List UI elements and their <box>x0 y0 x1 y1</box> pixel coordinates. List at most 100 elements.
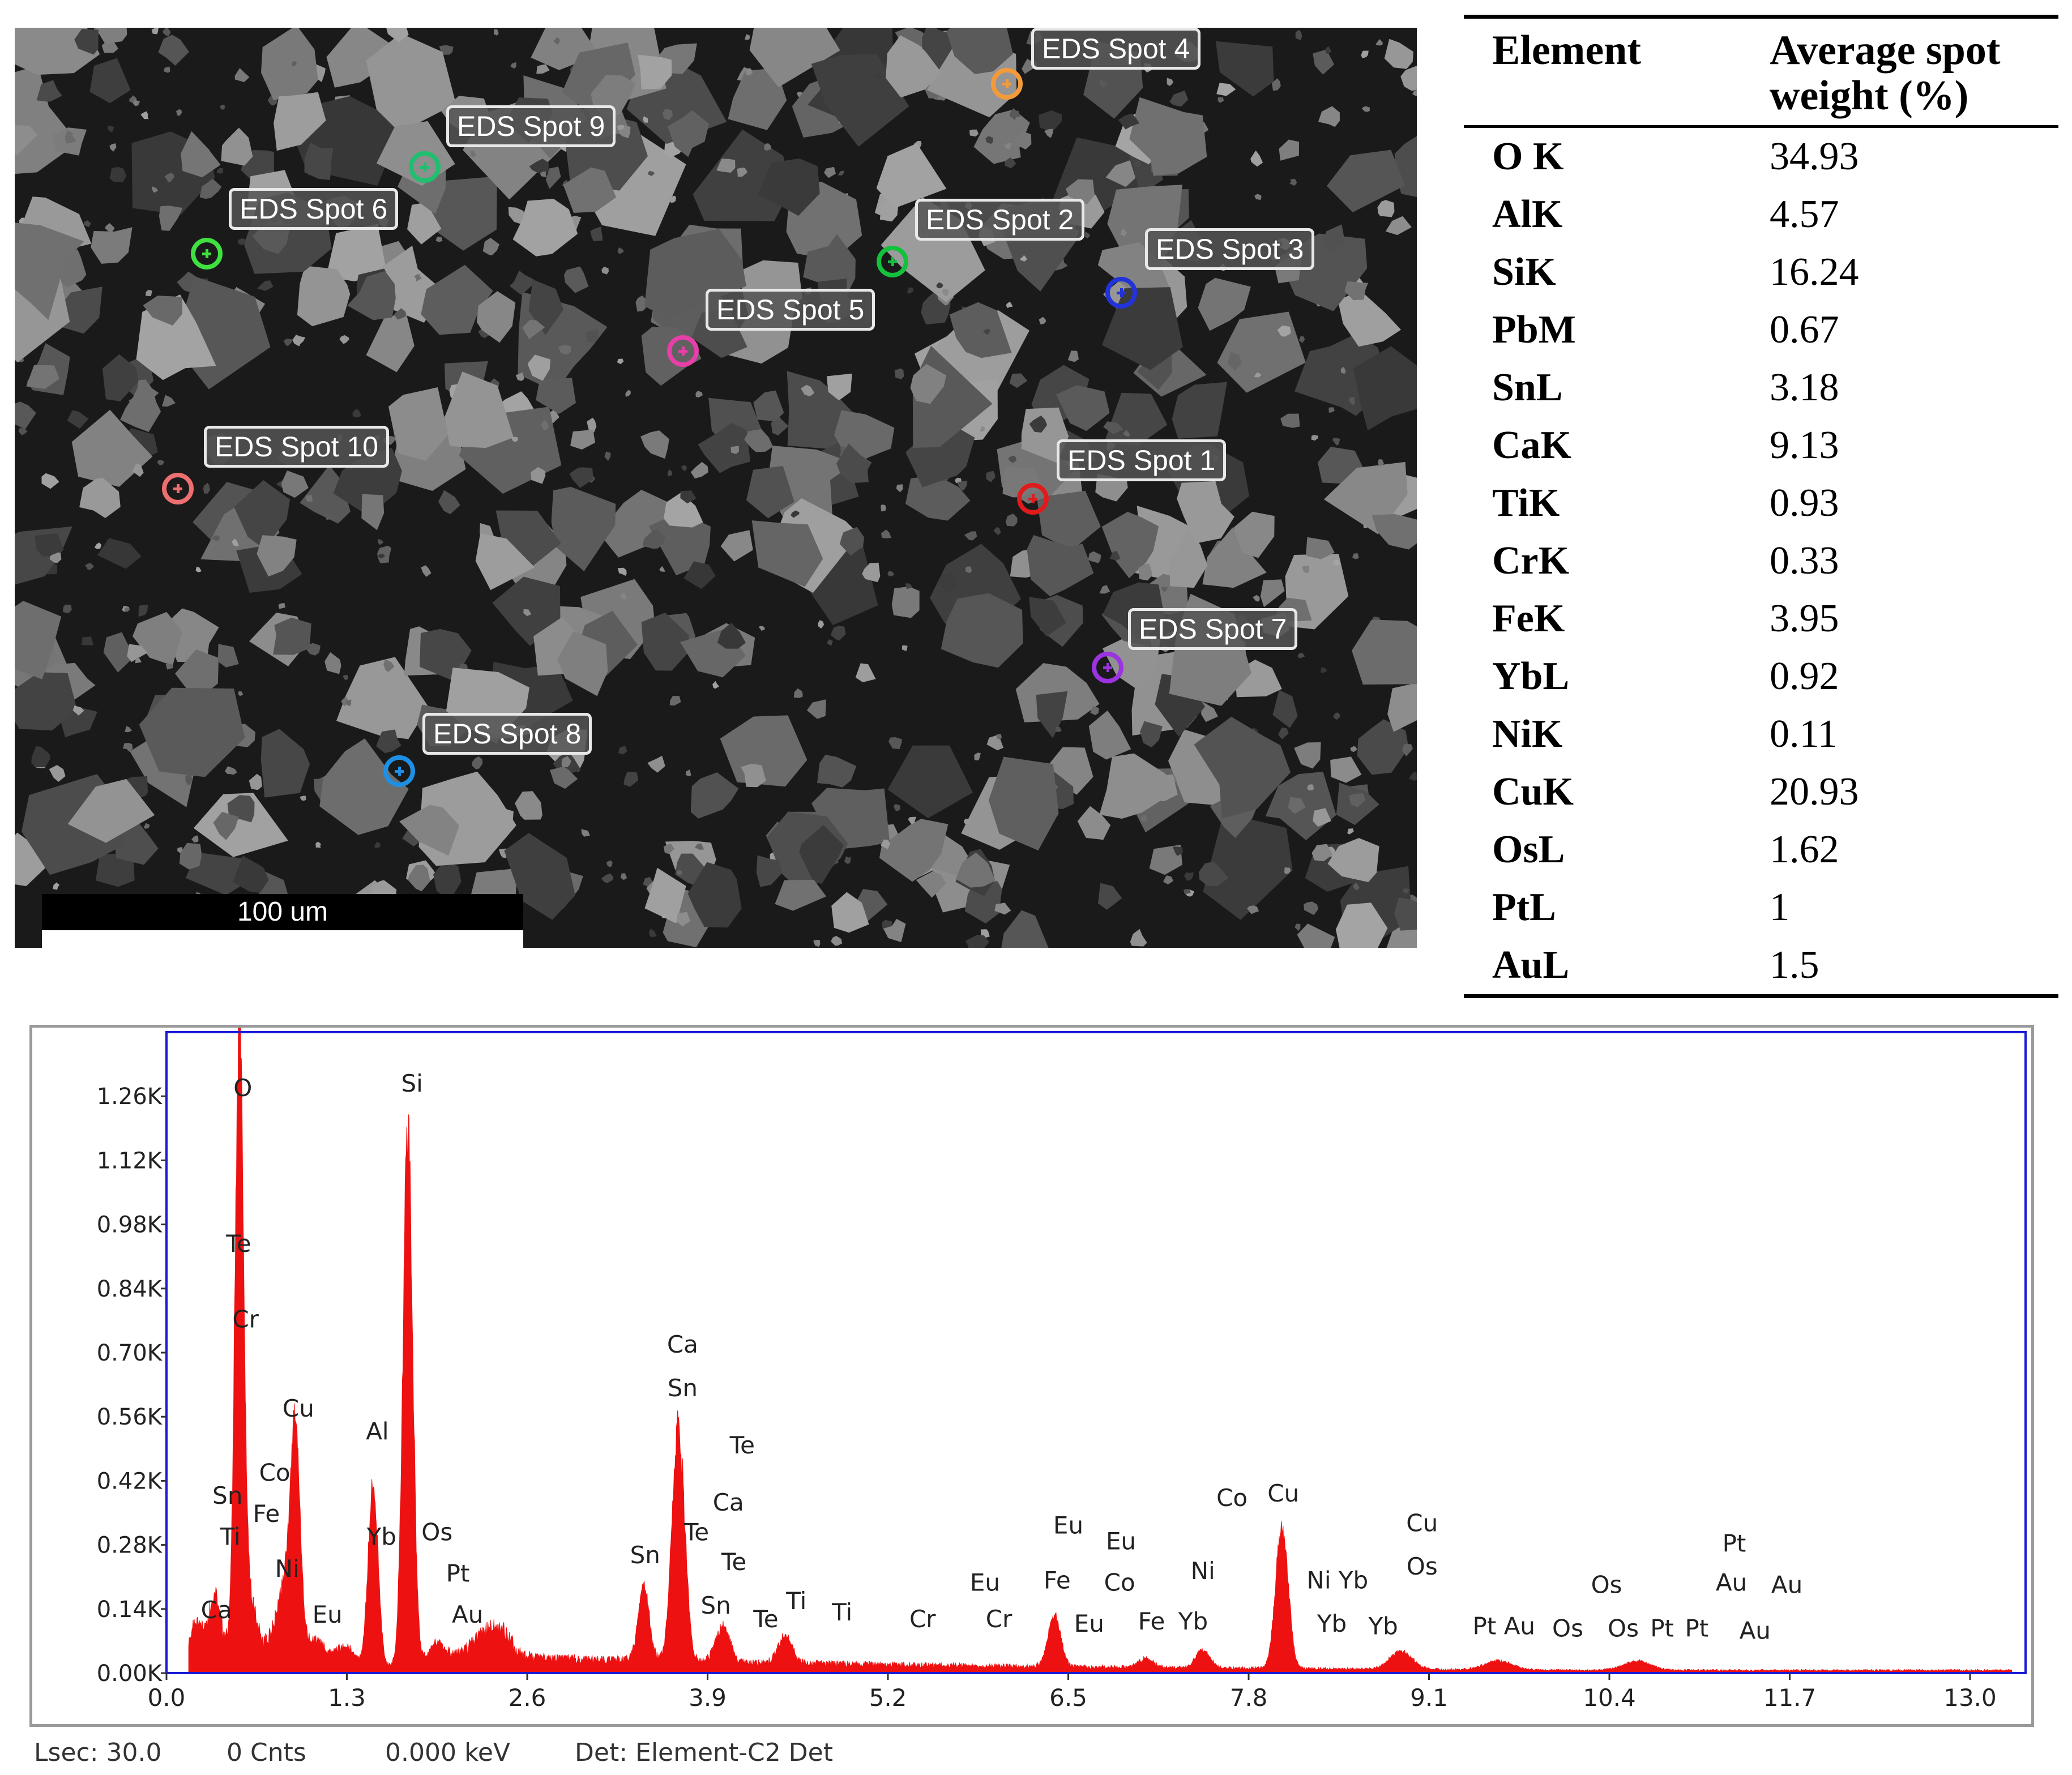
particle <box>1130 929 1147 947</box>
particle <box>663 843 674 854</box>
particle <box>801 384 815 396</box>
particle <box>366 313 415 373</box>
particle <box>203 482 211 494</box>
particle <box>1077 806 1111 840</box>
peak-label: Te <box>721 1548 746 1576</box>
particle <box>36 80 62 102</box>
particle <box>386 28 409 42</box>
spot-label-6: EDS Spot 6 <box>229 188 399 230</box>
peak-label: Te <box>225 1230 251 1258</box>
particle <box>1409 771 1417 781</box>
particle <box>874 75 882 80</box>
peak-label: Fe <box>1138 1607 1165 1635</box>
particle <box>157 460 164 465</box>
particle <box>676 912 690 927</box>
table-row: PbM 0.67 <box>1464 301 2058 359</box>
particle <box>1029 597 1066 637</box>
particle <box>741 763 766 788</box>
particle <box>233 856 269 893</box>
particle <box>891 586 920 618</box>
y-tick-label: 1.26K <box>97 1084 163 1110</box>
particle <box>690 461 708 479</box>
particle <box>1284 867 1291 874</box>
table-row: CrK 0.33 <box>1464 532 2058 590</box>
peak-label: Cu <box>1406 1509 1438 1537</box>
particle <box>1412 89 1417 97</box>
particle <box>1254 372 1262 378</box>
particle <box>601 873 614 883</box>
particle <box>1088 710 1131 760</box>
particle <box>1163 875 1174 885</box>
element-cell: SiK <box>1492 250 1556 294</box>
particle <box>1177 481 1234 544</box>
particle <box>557 631 608 696</box>
particle <box>1327 838 1379 882</box>
particle <box>620 592 627 600</box>
element-cell: CuK <box>1492 770 1574 814</box>
particle <box>361 245 444 323</box>
particle <box>1387 682 1417 732</box>
particle <box>1161 587 1168 592</box>
particle <box>642 528 665 549</box>
particle <box>234 68 250 83</box>
particle <box>1067 350 1079 362</box>
particle <box>717 622 746 649</box>
spot-label-8: EDS Spot 8 <box>422 713 592 755</box>
particle <box>133 99 140 106</box>
particle <box>89 58 131 104</box>
spot-marker-7 <box>1092 652 1123 683</box>
particle <box>883 918 906 942</box>
particle <box>1039 110 1062 132</box>
peak-label: Ni <box>1191 1557 1215 1585</box>
peak-label: Cu <box>283 1395 314 1422</box>
particle <box>643 116 648 123</box>
particle <box>238 691 243 696</box>
particle <box>72 705 84 716</box>
x-tick-label: 11.7 <box>1763 1684 1817 1712</box>
particle <box>1272 690 1298 728</box>
particle <box>102 354 139 401</box>
peak-label: Fe <box>253 1500 280 1528</box>
particle <box>185 852 251 896</box>
particle <box>273 617 311 655</box>
particle <box>1335 903 1388 948</box>
particle <box>817 755 857 788</box>
particle <box>1321 224 1345 251</box>
particle <box>352 409 361 418</box>
particle <box>563 266 589 293</box>
particle <box>133 611 183 666</box>
particle <box>421 565 432 577</box>
particle <box>946 28 1013 74</box>
element-cell: FeK <box>1492 597 1565 640</box>
x-tick-label: 0.0 <box>148 1684 186 1712</box>
particle <box>281 471 309 498</box>
particle <box>1228 352 1242 371</box>
table-row: SiK 16.24 <box>1464 243 2058 301</box>
particle <box>907 287 913 294</box>
table-body: O K 34.93 AlK 4.57 SiK 16.24 PbM 0.67 SnL 3.18 CaK… <box>1464 127 2058 996</box>
peak-label: Sn <box>701 1592 731 1619</box>
spot-label-1: EDS Spot 1 <box>1057 439 1227 481</box>
particle <box>994 903 1011 915</box>
particle <box>1304 901 1318 916</box>
particle <box>1333 712 1340 720</box>
particle <box>383 658 395 673</box>
peak-label: Co <box>1216 1484 1248 1512</box>
particle <box>217 644 239 668</box>
peak-label: Sn <box>212 1482 242 1509</box>
spectrum-plot: 0.00K 0.14K 0.28K 0.42K 0.56K 0.70K 0.84K 0.98K… <box>97 1028 2027 1712</box>
sem-micrograph: EDS Spot 4 EDS Spot 9 EDS Spot 6 EDS Spo… <box>15 28 1417 948</box>
spot-marker-2 <box>877 246 908 277</box>
peak-label: Pt <box>1723 1530 1746 1558</box>
x-tick-label: 10.4 <box>1583 1684 1636 1712</box>
particle <box>985 136 993 144</box>
particle <box>936 282 943 289</box>
particle <box>234 480 290 549</box>
particle <box>220 104 225 110</box>
particle <box>826 373 852 401</box>
particle <box>1041 747 1093 795</box>
particle <box>1330 756 1362 783</box>
particle <box>887 745 973 818</box>
weight-cell: 1.62 <box>1770 828 1839 871</box>
particle <box>122 743 133 752</box>
